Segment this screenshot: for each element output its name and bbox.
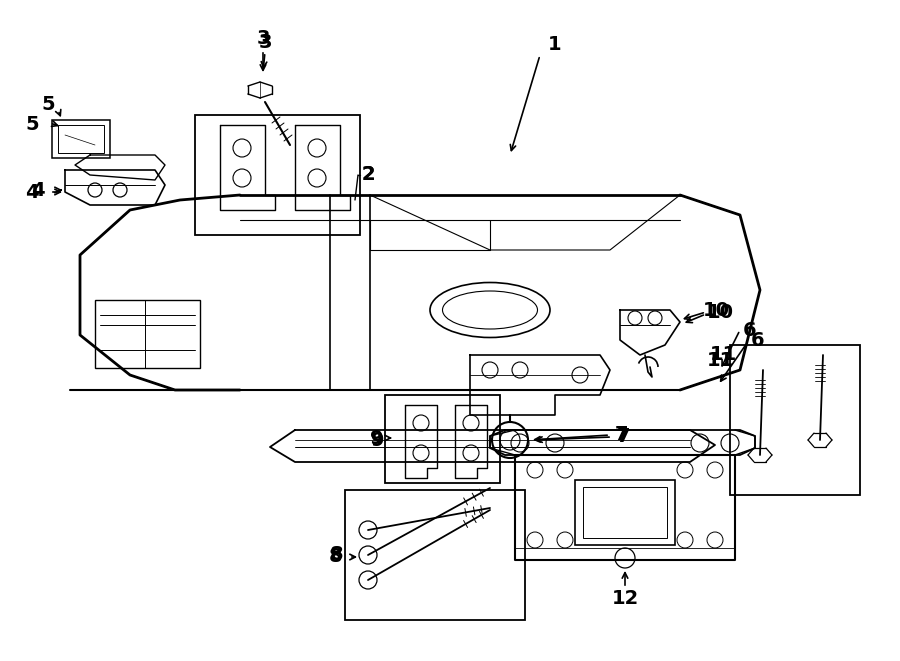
Text: 5: 5 bbox=[41, 95, 55, 114]
Bar bbox=[195, 115, 360, 235]
Text: 3: 3 bbox=[256, 28, 270, 48]
Text: 6: 6 bbox=[752, 330, 765, 350]
Bar bbox=[575, 480, 675, 545]
Text: 9: 9 bbox=[371, 430, 385, 449]
Text: 11: 11 bbox=[709, 346, 736, 364]
Bar bbox=[730, 345, 860, 495]
Bar bbox=[345, 490, 525, 620]
Text: 6: 6 bbox=[743, 321, 757, 340]
Text: 8: 8 bbox=[330, 545, 344, 564]
Text: 12: 12 bbox=[611, 588, 639, 607]
Text: 7: 7 bbox=[616, 426, 629, 444]
Text: 2: 2 bbox=[361, 165, 374, 184]
Text: 7: 7 bbox=[617, 428, 631, 446]
Text: 1: 1 bbox=[548, 36, 562, 54]
Text: 10: 10 bbox=[703, 301, 730, 319]
Text: 5: 5 bbox=[25, 116, 39, 134]
Text: 4: 4 bbox=[32, 180, 45, 200]
Bar bbox=[58, 125, 104, 153]
Bar bbox=[95, 300, 200, 368]
Text: 11: 11 bbox=[706, 350, 733, 369]
Text: 3: 3 bbox=[258, 32, 272, 52]
Text: 4: 4 bbox=[25, 182, 39, 202]
Bar bbox=[385, 395, 500, 483]
Bar bbox=[583, 487, 667, 538]
Text: 8: 8 bbox=[329, 547, 343, 566]
Bar bbox=[52, 120, 110, 158]
Text: 2: 2 bbox=[361, 165, 374, 184]
Text: 10: 10 bbox=[706, 303, 733, 321]
Text: 9: 9 bbox=[370, 428, 383, 447]
